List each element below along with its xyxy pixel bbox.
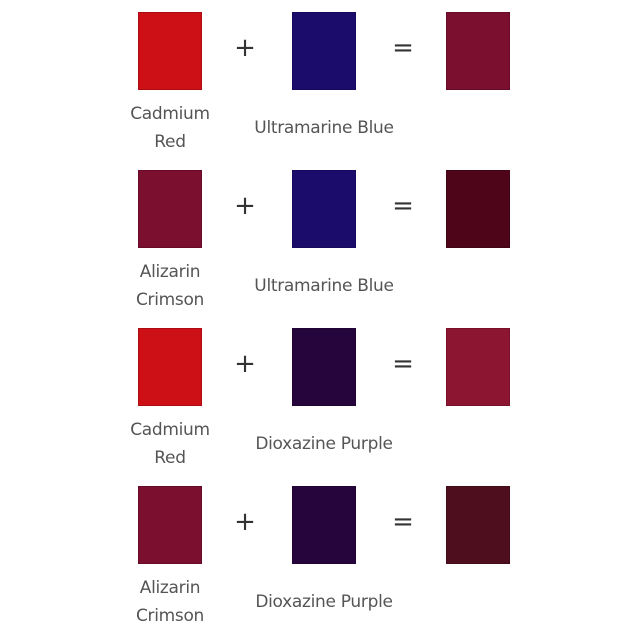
- equals-sign: =: [392, 349, 414, 379]
- result-swatch: [446, 328, 510, 406]
- pigment-a-label: Cadmium Red: [118, 100, 222, 156]
- pigment-a-label: Cadmium Red: [118, 416, 222, 472]
- pigment-b-swatch: [292, 12, 356, 90]
- pigment-a-label-line2: Crimson: [135, 606, 205, 626]
- result-swatch: [446, 170, 510, 248]
- pigment-a-swatch: [138, 328, 202, 406]
- pigment-b-label: Dioxazine Purple: [255, 592, 393, 612]
- pigment-a-label: Alizarin Crimson: [118, 258, 222, 314]
- pigment-a-label-line1: Alizarin: [139, 262, 201, 282]
- mix-row-4: + = Alizarin Crimson Dioxazine Purple: [0, 474, 640, 632]
- plus-sign: +: [234, 33, 256, 63]
- equals-sign: =: [392, 33, 414, 63]
- pigment-a-swatch: [138, 486, 202, 564]
- pigment-b-label: Ultramarine Blue: [254, 118, 394, 138]
- equals-sign: =: [392, 191, 414, 221]
- pigment-b-label: Dioxazine Purple: [255, 434, 393, 454]
- pigment-a-label-line1: Alizarin: [139, 578, 201, 598]
- pigment-a-label: Alizarin Crimson: [118, 574, 222, 630]
- plus-sign: +: [234, 507, 256, 537]
- pigment-a-label-line2: Red: [154, 448, 186, 468]
- pigment-a-label-line2: Red: [154, 132, 186, 152]
- mix-row-1: + = Cadmium Red Ultramarine Blue: [0, 0, 640, 158]
- equals-sign: =: [392, 507, 414, 537]
- pigment-b-swatch: [292, 328, 356, 406]
- pigment-b-swatch: [292, 170, 356, 248]
- pigment-b-label: Ultramarine Blue: [254, 276, 394, 296]
- pigment-a-label-line1: Cadmium: [130, 420, 210, 440]
- pigment-a-swatch: [138, 170, 202, 248]
- mix-row-2: + = Alizarin Crimson Ultramarine Blue: [0, 158, 640, 316]
- plus-sign: +: [234, 191, 256, 221]
- result-swatch: [446, 12, 510, 90]
- mix-row-3: + = Cadmium Red Dioxazine Purple: [0, 316, 640, 474]
- plus-sign: +: [234, 349, 256, 379]
- pigment-a-label-line1: Cadmium: [130, 104, 210, 124]
- pigment-b-swatch: [292, 486, 356, 564]
- pigment-a-label-line2: Crimson: [135, 290, 205, 310]
- result-swatch: [446, 486, 510, 564]
- pigment-a-swatch: [138, 12, 202, 90]
